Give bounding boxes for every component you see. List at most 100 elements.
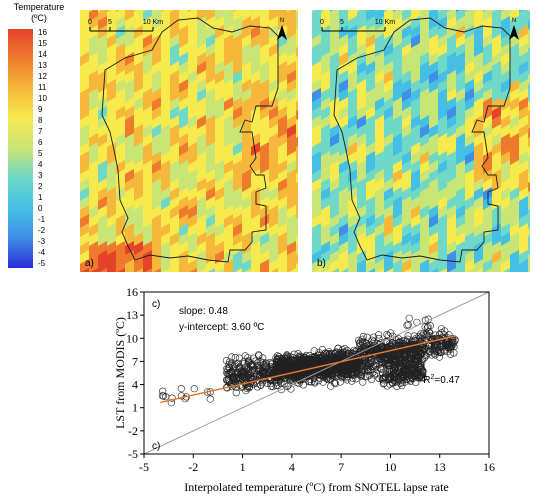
scatter-point [414,360,423,368]
scatter-point [389,366,397,375]
raster-cell [296,118,298,131]
scatter-point [383,382,391,390]
y-tick-label: -5 [128,447,138,461]
scatter-point [365,362,373,370]
scatter-point [265,369,273,377]
scatter-point [449,338,457,347]
raster-cell [215,259,224,272]
raster-cell [510,259,519,272]
raster-cell [242,259,251,272]
scatter-point [421,323,429,331]
scatter-point [316,371,324,379]
scatter-point [181,395,189,403]
y-tick-label: 13 [126,308,138,322]
scatter-point [236,363,244,371]
scale-bar-label: 0 [88,19,92,26]
scatter-point [386,380,394,388]
raster-cell [296,154,298,167]
scatter-point [375,334,383,343]
scatter-point [401,346,409,354]
raster-cell [270,268,278,272]
raster-cell [457,268,465,272]
raster-cell [321,259,330,272]
raster-cell [519,259,528,272]
scatter-point [336,365,344,373]
raster-cell [296,46,298,59]
scatter-point [277,363,285,371]
scatter-point [241,352,249,360]
x-tick-label: -2 [188,460,198,474]
scatter-point [355,359,363,368]
scatter-point [281,358,289,367]
scatter-point [403,321,411,329]
scatter-point [399,341,407,350]
raster-cell [528,172,530,185]
raster-cell [375,259,384,272]
legend-color-bar [8,29,33,268]
scatter-point [289,368,297,377]
scatter-point [235,365,243,373]
raster-cell [152,259,161,272]
scatter-point [447,350,455,358]
scatter-point [241,367,249,376]
scatter-point [401,367,409,375]
study-area-boundary [333,17,511,263]
scatter-point [246,365,254,374]
raster-cell [448,268,456,272]
scatter-point [326,367,334,375]
y-tick-label: 7 [132,354,138,368]
legend-tick-label: 7 [38,127,43,136]
raster-cell [279,268,287,272]
raster-cell [296,100,298,113]
scatter-point [331,380,340,388]
scatter-point [255,351,263,359]
scatter-point [375,374,383,382]
raster-cell [269,259,278,272]
scatter-plot: -5 -2 1 4 7 10 13 16 16 13 10 7 4 1 -2 -5 Interpolated t… [113,285,495,494]
scatter-point [291,360,299,368]
scatter-point [243,384,251,392]
scatter-point [404,321,412,329]
scatter-point [435,353,444,361]
scatter-point [385,366,393,374]
scatter-point [434,341,442,350]
raster-cell [296,145,298,158]
scatter-point [359,338,367,346]
raster-cell [357,259,366,272]
scatter-point [206,395,214,403]
raster-cell [348,259,357,272]
raster-cell [528,181,530,194]
raster-cell [528,19,530,32]
scatter-point [343,361,351,369]
scatter-point [177,392,186,400]
raster-cell [528,55,530,68]
scatter-point [377,365,385,373]
scatter-point [430,335,438,343]
y-tick-label: 1 [132,401,138,415]
raster-cell [528,91,530,104]
scatter-point [282,355,290,363]
panel-label: b) [317,258,326,269]
raster-cell [179,259,188,272]
r-squared-annotation: R2=0.47 [423,374,460,386]
raster-cell [493,268,501,272]
scatter-point [159,387,167,395]
scatter-point [445,340,454,348]
raster-cell [98,259,107,272]
scatter-point [394,342,402,351]
legend-tick-label: 16 [38,28,47,37]
raster-cell [502,268,510,272]
raster-cell [339,259,348,272]
raster-cell [287,259,296,272]
raster-cell [528,127,530,140]
raster-cell [528,244,530,257]
raster-cell [528,262,530,272]
raster-cell [474,259,483,272]
scatter-point [247,361,255,369]
raster-cell [296,73,298,86]
slope-annotation: slope: 0.48 [179,306,228,317]
raster-cell [296,181,298,194]
scatter-point [297,355,306,363]
scatter-point [304,361,312,369]
